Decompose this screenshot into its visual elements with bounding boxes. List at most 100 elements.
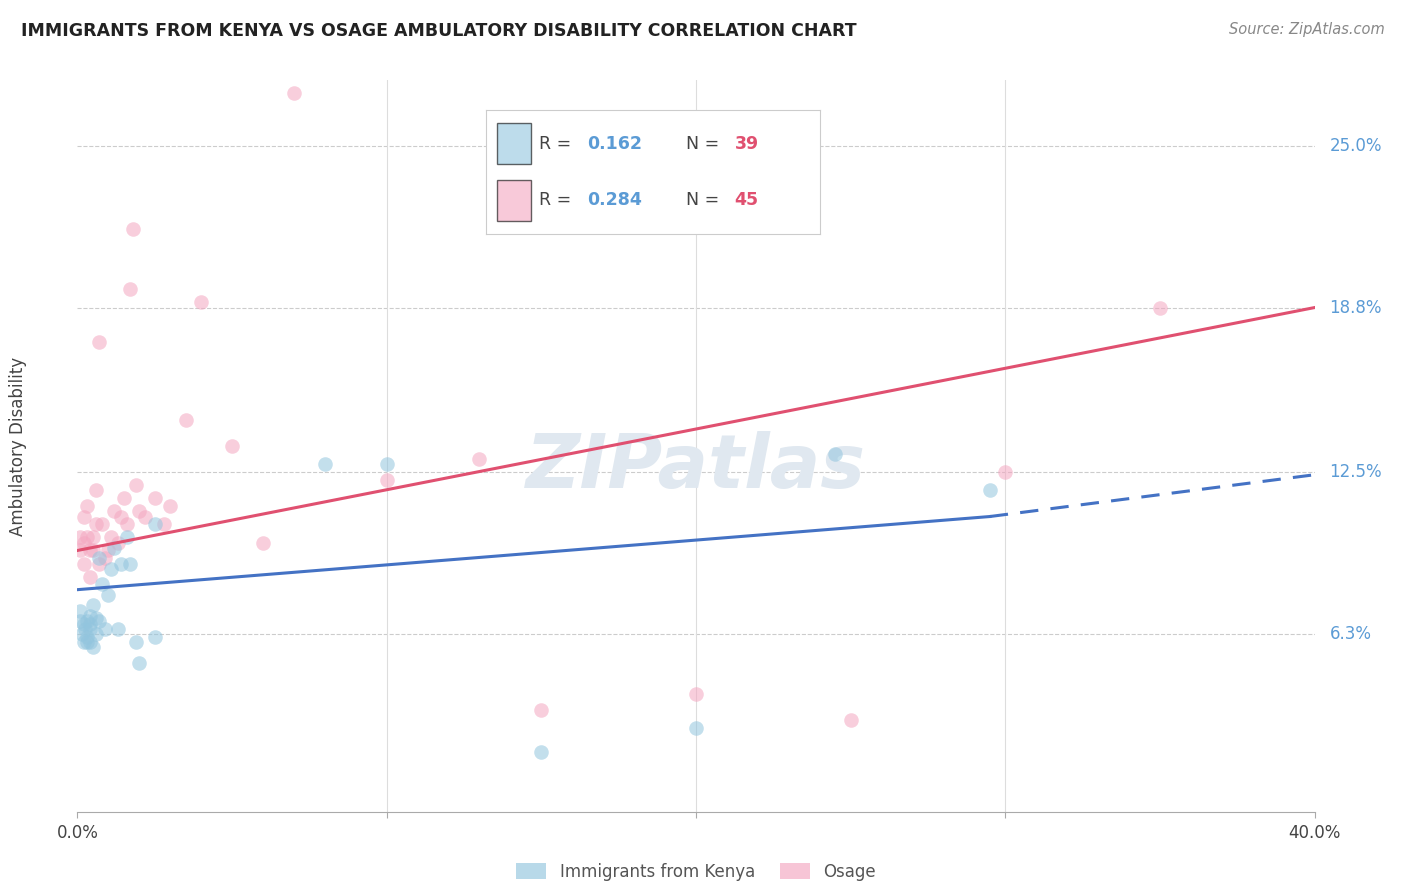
Text: 39: 39 (734, 135, 759, 153)
Point (84, 517, 107, 532)
Point (143, 517, 166, 532)
Point (69, 530, 91, 544)
Point (72, 509, 94, 524)
Point (824, 447, 846, 461)
Text: Source: ZipAtlas.com: Source: ZipAtlas.com (1229, 22, 1385, 37)
Point (839, 714, 862, 728)
Text: Ambulatory Disability: Ambulatory Disability (8, 357, 27, 535)
Point (76, 630, 98, 644)
Point (87, 334, 110, 349)
Point (110, 557, 132, 571)
Point (530, 703, 553, 717)
Point (87, 557, 110, 571)
Point (118, 557, 141, 571)
Point (125, 635, 148, 649)
Text: N =: N = (686, 135, 725, 153)
Point (91, 577, 114, 591)
Point (125, 478, 148, 492)
Point (100, 562, 122, 576)
Point (128, 656, 150, 670)
Text: 12.5%: 12.5% (1330, 463, 1382, 481)
Point (94, 551, 117, 566)
Text: 6.3%: 6.3% (1330, 625, 1371, 643)
Point (87, 551, 110, 566)
Point (69, 543, 91, 558)
Text: R =: R = (538, 135, 576, 153)
Point (128, 504, 150, 518)
Point (69, 604, 91, 618)
Point (153, 517, 176, 532)
Point (79, 569, 101, 583)
Point (685, 687, 707, 701)
Point (103, 504, 125, 518)
Point (283, 87, 305, 101)
Point (1149, 301, 1171, 315)
Point (79, 635, 101, 649)
Text: 0.284: 0.284 (588, 191, 643, 210)
Point (97, 543, 120, 558)
Text: 25.0%: 25.0% (1330, 136, 1382, 154)
Point (107, 535, 129, 549)
Point (76, 530, 98, 544)
Text: N =: N = (686, 191, 725, 210)
Point (107, 622, 129, 636)
Point (375, 458, 398, 472)
Point (79, 543, 101, 558)
Point (979, 483, 1001, 498)
Text: ZIPatlas: ZIPatlas (526, 432, 866, 505)
Point (87, 614, 110, 628)
Point (75, 622, 96, 636)
Point (76, 614, 98, 628)
Point (82, 530, 104, 544)
Point (72, 557, 94, 571)
Point (69, 614, 91, 628)
Point (685, 721, 707, 735)
Point (174, 413, 197, 427)
Point (143, 491, 166, 506)
Point (314, 458, 336, 472)
Point (79, 622, 101, 636)
Point (82, 599, 104, 613)
Text: 45: 45 (734, 191, 759, 210)
Point (72, 535, 94, 549)
Point (134, 509, 156, 524)
Point (252, 535, 274, 549)
Point (994, 465, 1017, 479)
Point (70, 627, 93, 641)
Point (143, 630, 166, 644)
Point (79, 616, 101, 631)
Point (72, 635, 94, 649)
Text: IMMIGRANTS FROM KENYA VS OSAGE AMBULATORY DISABILITY CORRELATION CHART: IMMIGRANTS FROM KENYA VS OSAGE AMBULATOR… (21, 22, 856, 40)
Point (82, 543, 104, 558)
Point (159, 499, 181, 513)
Legend: Immigrants from Kenya, Osage: Immigrants from Kenya, Osage (509, 856, 883, 888)
Point (190, 295, 212, 310)
Point (115, 517, 138, 532)
Point (72, 616, 94, 631)
Point (76, 499, 98, 513)
Point (221, 439, 243, 453)
Point (91, 517, 114, 532)
Point (375, 473, 398, 487)
Point (84, 483, 107, 498)
Point (530, 745, 553, 759)
Text: R =: R = (538, 191, 576, 210)
Point (79, 608, 101, 623)
Point (100, 530, 122, 544)
Point (84, 611, 107, 625)
Point (468, 452, 491, 467)
Text: 0.162: 0.162 (588, 135, 643, 153)
Text: 18.8%: 18.8% (1330, 299, 1382, 317)
Point (84, 627, 107, 641)
Point (112, 491, 135, 506)
FancyBboxPatch shape (498, 123, 530, 164)
Point (110, 509, 132, 524)
Point (122, 222, 145, 236)
Point (97, 588, 120, 602)
Point (76, 635, 98, 649)
Point (115, 530, 138, 544)
Point (94, 622, 117, 636)
Point (118, 282, 141, 296)
FancyBboxPatch shape (498, 180, 530, 221)
Point (82, 640, 104, 655)
